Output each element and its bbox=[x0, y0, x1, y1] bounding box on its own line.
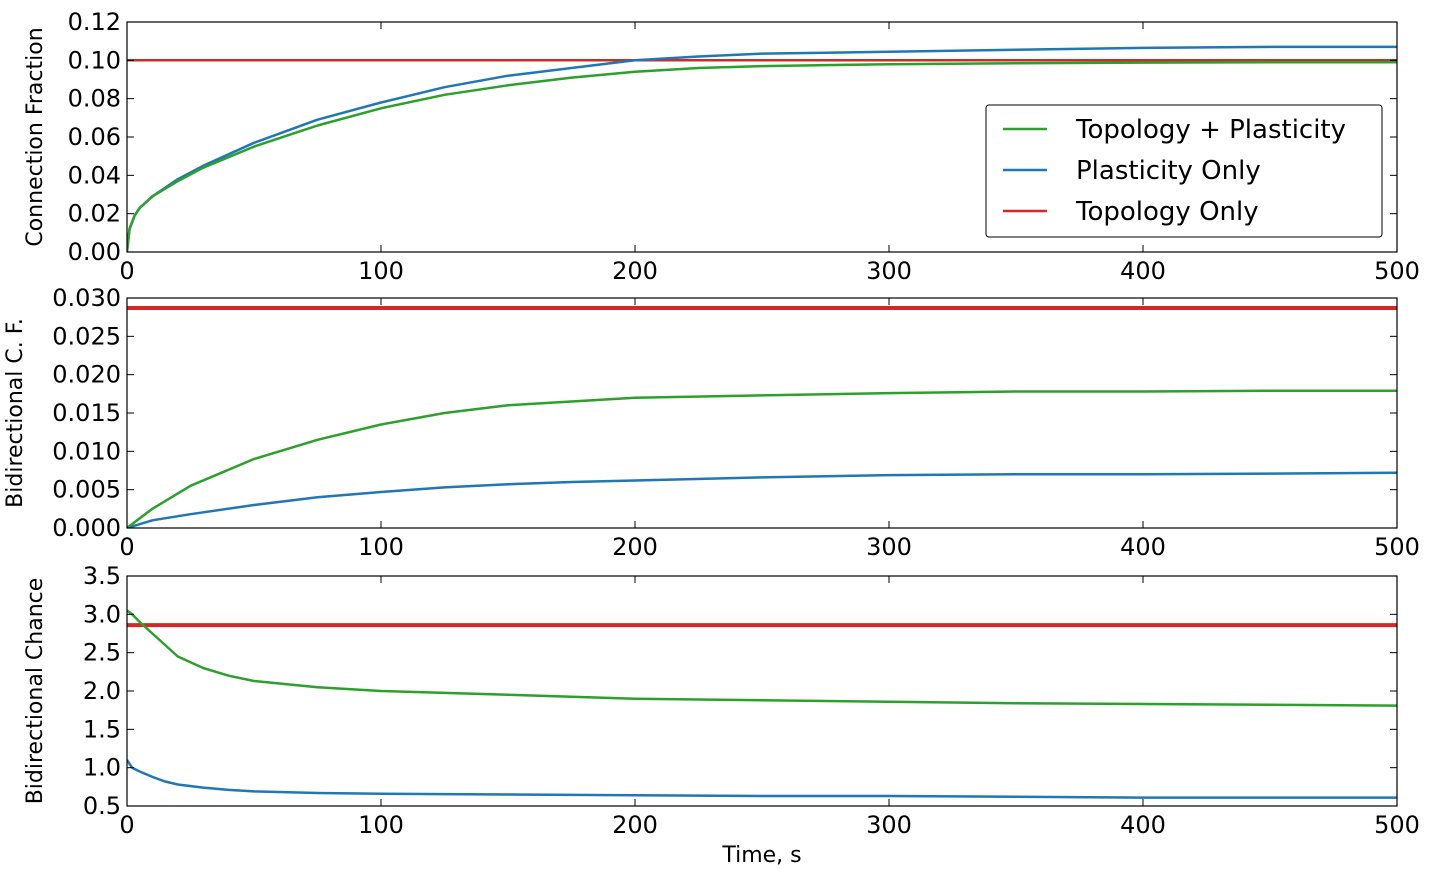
plot-frame bbox=[126, 575, 1398, 807]
y-tick-label: 0.04 bbox=[68, 161, 121, 189]
x-tick-label: 400 bbox=[1120, 811, 1166, 839]
y-tick-label: 0.02 bbox=[68, 200, 121, 228]
plot-frame bbox=[126, 297, 1398, 529]
x-tick-label: 400 bbox=[1120, 533, 1166, 561]
y-axis-label: Connection Fraction bbox=[23, 27, 48, 246]
y-tick-label: 0.5 bbox=[83, 792, 121, 820]
y-tick-label: 2.5 bbox=[83, 639, 121, 667]
y-axis-label: Bidirectional Chance bbox=[23, 578, 48, 805]
series-line-topology-plasticity bbox=[127, 609, 1397, 707]
chart-2: 0 100 200 300 400 500 0.000 0.005 0.010 0.015 0.02… bbox=[3, 284, 1420, 561]
y-tick-label: 0.10 bbox=[68, 46, 121, 74]
chart-1: 0 100 200 300 400 500 0.00 0.02 0.04 0.06 0.08 0.10… bbox=[23, 8, 1420, 285]
legend-box bbox=[985, 104, 1383, 238]
x-tick-label: 200 bbox=[612, 257, 658, 285]
series-line-topology-plasticity bbox=[127, 389, 1397, 528]
y-tick-label: 0.00 bbox=[68, 238, 121, 266]
y-tick-label: 0.005 bbox=[52, 476, 121, 504]
x-tick-label: 0 bbox=[119, 811, 134, 839]
x-tick-label: 100 bbox=[358, 257, 404, 285]
y-tick-label: 0.06 bbox=[68, 123, 121, 151]
y-tick-label: 1.0 bbox=[83, 754, 121, 782]
y-tick-label: 0.020 bbox=[52, 361, 121, 389]
y-tick-label: 0.12 bbox=[68, 8, 121, 36]
x-tick-label: 500 bbox=[1374, 533, 1420, 561]
x-tick-label: 500 bbox=[1374, 257, 1420, 285]
y-tick-label: 3.5 bbox=[83, 562, 121, 590]
y-axis-label: Bidirectional C. F. bbox=[3, 318, 28, 508]
y-tick-label: 0.08 bbox=[68, 85, 121, 113]
chart-3: 0 100 200 300 400 500 0.5 1.0 1.5 2.0 2.5 3.0 3.5 Bid… bbox=[23, 562, 1420, 868]
x-tick-label: 200 bbox=[612, 811, 658, 839]
x-tick-label: 500 bbox=[1374, 811, 1420, 839]
y-tick-label: 1.5 bbox=[83, 715, 121, 743]
x-tick-label: 100 bbox=[358, 533, 404, 561]
y-tick-label: 0.030 bbox=[52, 284, 121, 312]
series-line-plasticity-only bbox=[127, 471, 1397, 528]
x-tick-label: 100 bbox=[358, 811, 404, 839]
legend: Topology + Plasticity Plasticity Only Topo… bbox=[985, 104, 1383, 238]
legend-entry: Topology + Plasticity bbox=[1075, 115, 1346, 145]
y-tick-label: 3.0 bbox=[83, 600, 121, 628]
x-tick-label: 200 bbox=[612, 533, 658, 561]
x-tick-label: 300 bbox=[866, 257, 912, 285]
y-tick-label: 2.0 bbox=[83, 677, 121, 705]
series-line-topology-plasticity bbox=[127, 60, 1397, 252]
legend-entry: Plasticity Only bbox=[1076, 156, 1261, 186]
y-tick-label: 0.010 bbox=[52, 437, 121, 465]
y-tick-label: 0.025 bbox=[52, 322, 121, 350]
y-tick-label: 0.015 bbox=[52, 399, 121, 427]
x-tick-label: 300 bbox=[866, 533, 912, 561]
x-tick-label: 0 bbox=[119, 533, 134, 561]
series-line-plasticity-only bbox=[127, 759, 1397, 799]
x-tick-label: 0 bbox=[119, 257, 134, 285]
x-tick-label: 400 bbox=[1120, 257, 1166, 285]
y-tick-label: 0.000 bbox=[52, 514, 121, 542]
x-tick-label: 300 bbox=[866, 811, 912, 839]
x-axis-label: Time, s bbox=[721, 843, 801, 868]
legend-entry: Topology Only bbox=[1075, 197, 1259, 227]
